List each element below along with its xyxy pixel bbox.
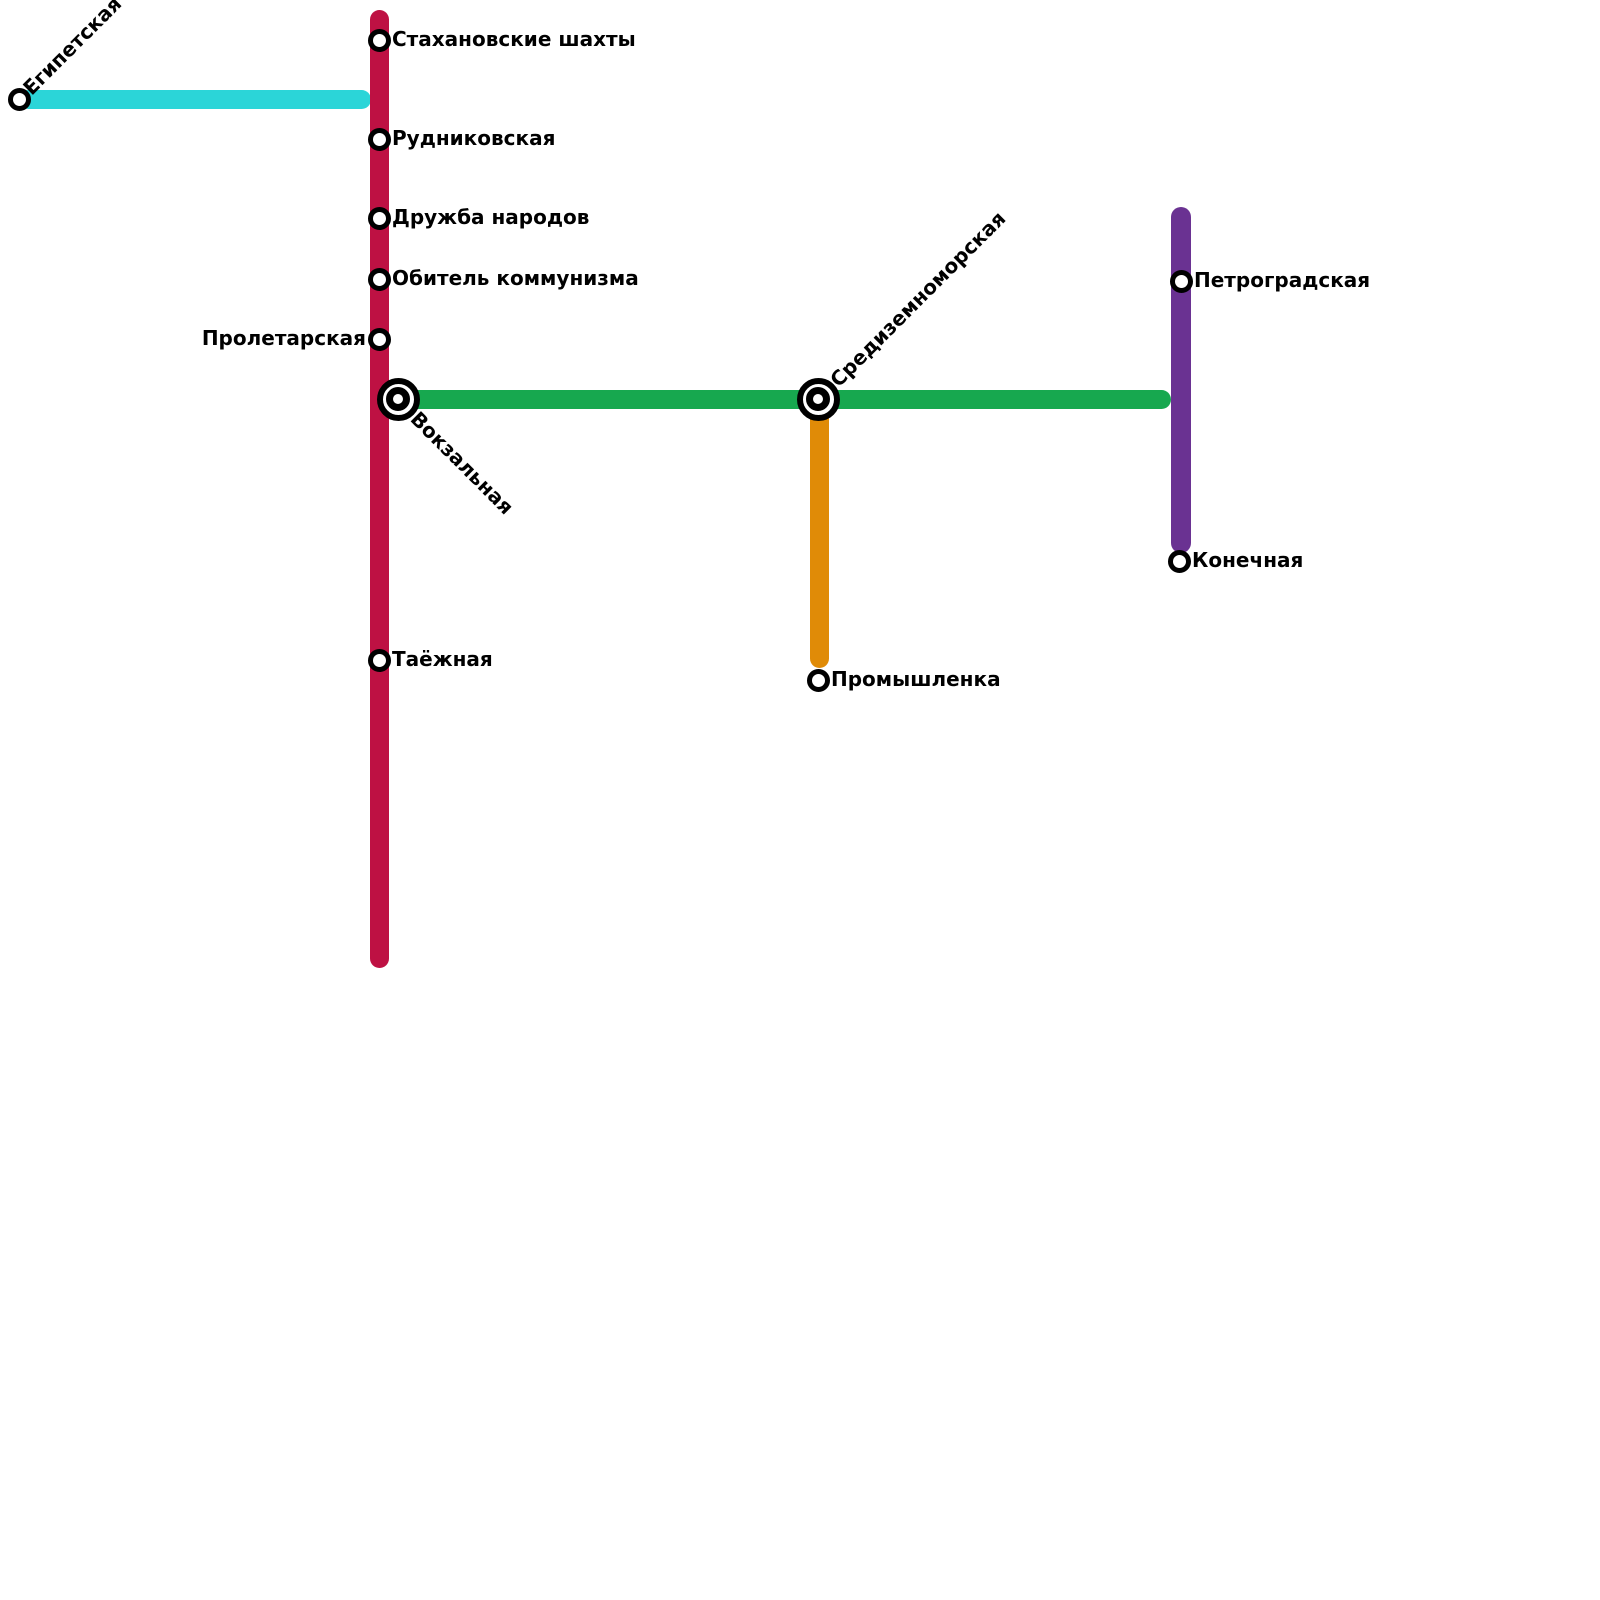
stakhanovskie-shakhty-marker bbox=[367, 28, 391, 52]
sredizemnomorskaya-label: Средиземноморская bbox=[825, 205, 1011, 392]
orange-line bbox=[809, 399, 829, 668]
tayozhnaya-marker bbox=[367, 648, 391, 672]
vokzalnaya-inner-ring bbox=[386, 387, 410, 411]
rudnikovskaya-marker bbox=[367, 127, 391, 151]
proletarskaya-marker bbox=[367, 327, 391, 351]
obitel-kommunizma-label: Обитель коммунизма bbox=[392, 266, 639, 290]
druzhba-narodov-label: Дружба народов bbox=[392, 205, 590, 229]
sredizemnomorskaya-inner-ring bbox=[806, 387, 830, 411]
obitel-kommunizma-marker bbox=[367, 267, 391, 291]
tayozhnaya-label: Таёжная bbox=[392, 647, 493, 671]
purple-line bbox=[1171, 207, 1191, 553]
petrogradskaya-marker bbox=[1169, 269, 1193, 293]
promyshlenka-label: Промышленка bbox=[831, 667, 1001, 691]
vokzalnaya-marker bbox=[376, 377, 420, 421]
konechnaya-label: Конечная bbox=[1192, 548, 1304, 572]
stakhanovskie-shakhty-label: Стахановские шахты bbox=[392, 27, 636, 51]
sredizemnomorskaya-marker bbox=[796, 377, 840, 421]
proletarskaya-label: Пролетарская bbox=[201, 326, 366, 350]
druzhba-narodov-marker bbox=[367, 206, 391, 230]
cyan-line bbox=[19, 89, 371, 109]
green-line bbox=[398, 389, 1171, 409]
rudnikovskaya-label: Рудниковская bbox=[392, 126, 556, 150]
crimson-line bbox=[369, 10, 389, 968]
vokzalnaya-label: Вокзальная bbox=[405, 406, 519, 519]
petrogradskaya-label: Петроградская bbox=[1194, 268, 1371, 292]
konechnaya-marker bbox=[1167, 549, 1191, 573]
egipetskaya-label: Египетская bbox=[18, 0, 127, 100]
promyshlenka-marker bbox=[806, 668, 830, 692]
egipetskaya-marker bbox=[7, 87, 31, 111]
